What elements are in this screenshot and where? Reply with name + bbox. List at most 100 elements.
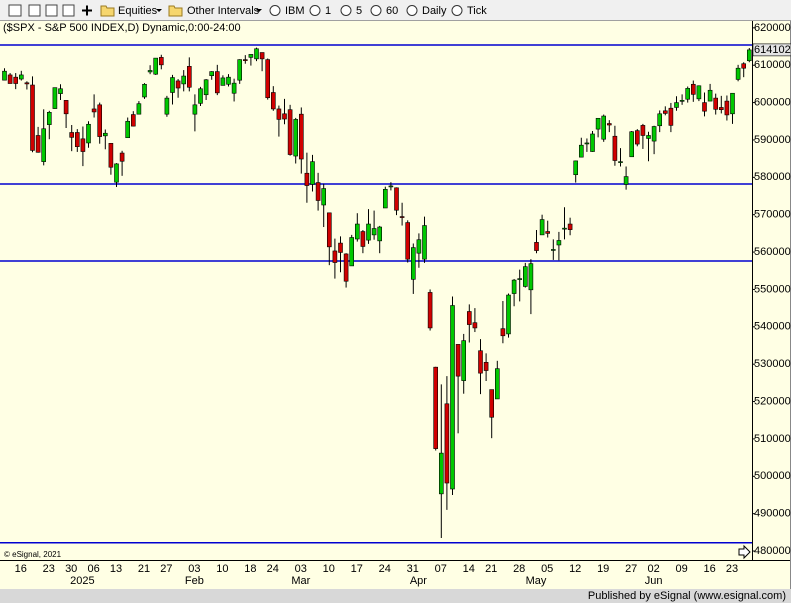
candle-body <box>52 87 58 109</box>
candle-body <box>388 185 394 188</box>
candle-body <box>623 176 629 185</box>
toolbar-icon[interactable] <box>8 4 22 17</box>
x-tick-label: 24 <box>379 563 391 575</box>
toolbar-item[interactable]: 1 <box>325 5 331 17</box>
x-tick-label: 27 <box>160 563 172 575</box>
candle-body <box>556 240 562 246</box>
candle-body <box>170 77 175 93</box>
candle-body <box>237 59 242 81</box>
y-tick-label: 570000 <box>754 209 791 221</box>
candle-body <box>41 128 47 162</box>
candle-body <box>35 135 41 153</box>
candle-body <box>612 135 618 161</box>
candle-body <box>321 188 327 206</box>
toolbar-item[interactable]: Tick <box>467 5 487 17</box>
candle-body <box>405 222 411 260</box>
scroll-icon[interactable] <box>738 544 751 560</box>
toolbar: Equities Other Intervals IBM 1 5 60 Dail… <box>0 0 791 21</box>
last-price-label: 614102 <box>754 44 791 56</box>
x-tick-label: 12 <box>569 563 581 575</box>
x-group-label: Mar <box>291 575 310 587</box>
candle-body <box>338 242 343 253</box>
dropdown-arrow[interactable] <box>156 9 162 12</box>
candle-body <box>63 100 69 115</box>
candle-body <box>298 113 304 160</box>
interval-icon[interactable] <box>451 5 463 16</box>
candle-body <box>472 322 478 329</box>
interval-icon[interactable] <box>406 5 418 16</box>
x-tick-label: 18 <box>244 563 256 575</box>
candle-body <box>30 84 35 151</box>
x-tick-label: 14 <box>463 563 475 575</box>
candle-body <box>164 97 170 115</box>
y-tick-label: 580000 <box>754 171 791 183</box>
toolbar-item[interactable]: IBM <box>285 5 305 17</box>
candle-body <box>394 187 399 211</box>
candle-body <box>147 70 153 73</box>
interval-icon[interactable] <box>340 5 352 16</box>
folder-icon[interactable] <box>168 5 183 17</box>
y-tick-label: 530000 <box>754 358 791 370</box>
candle-body <box>657 113 663 127</box>
candle-body <box>136 103 142 115</box>
candle-body <box>293 119 299 157</box>
candle-body <box>366 223 371 241</box>
y-axis-background <box>752 21 791 589</box>
candle-body <box>349 237 355 267</box>
toolbar-icon[interactable] <box>62 4 75 17</box>
toolbar-item[interactable]: 5 <box>356 5 362 17</box>
interval-icon[interactable] <box>309 5 321 16</box>
candle-body <box>125 120 130 139</box>
candle-body <box>483 362 489 371</box>
candle-body <box>461 340 467 381</box>
toolbar-item[interactable]: Other Intervals <box>187 5 260 17</box>
candle-body <box>646 135 651 139</box>
candle-body <box>175 80 181 89</box>
y-tick-label: 560000 <box>754 246 791 258</box>
candle-body <box>562 227 567 230</box>
x-tick-label: 17 <box>351 563 363 575</box>
candle-body <box>259 52 265 60</box>
dropdown-arrow[interactable] <box>256 9 262 12</box>
folder-icon[interactable] <box>100 5 115 17</box>
candle-body <box>618 161 623 163</box>
candle-body <box>679 100 685 102</box>
candle-body <box>601 115 607 140</box>
candle-body <box>662 110 668 114</box>
candle-body <box>108 143 114 168</box>
toolbar-item[interactable]: Equities <box>118 5 158 17</box>
candle-body <box>578 144 584 158</box>
x-tick-label: 30 <box>65 563 77 575</box>
plot-background <box>0 21 752 560</box>
chart-title: ($SPX - S&P 500 INDEX,D) Dynamic,0:00-24… <box>3 22 241 34</box>
toolbar-add-icon[interactable] <box>82 5 92 16</box>
interval-icon[interactable] <box>370 5 382 16</box>
candle-body <box>153 57 158 75</box>
x-tick-label: 16 <box>703 563 715 575</box>
candle-body <box>382 188 388 209</box>
candle-body <box>220 77 226 86</box>
candle-body <box>746 49 752 62</box>
toolbar-item[interactable]: 60 <box>386 5 398 17</box>
x-tick-label: 03 <box>295 563 307 575</box>
candle-body <box>46 112 52 125</box>
y-tick-label: 500000 <box>754 470 791 482</box>
candle-body <box>517 278 523 280</box>
candle-body <box>724 100 730 116</box>
candle-body <box>254 48 259 60</box>
candle-body <box>668 107 674 126</box>
candle-body <box>192 104 198 115</box>
candle-body <box>103 132 108 137</box>
candle-body <box>500 328 506 337</box>
symbol-icon[interactable] <box>269 5 281 16</box>
toolbar-icon[interactable] <box>45 4 58 17</box>
y-tick-label: 610000 <box>754 59 791 71</box>
candle-body <box>735 67 741 80</box>
toolbar-item[interactable]: Daily <box>422 5 447 17</box>
x-tick-label: 27 <box>625 563 637 575</box>
toolbar-icon[interactable] <box>28 4 41 17</box>
candle-body <box>416 239 422 254</box>
candle-body <box>58 88 63 94</box>
candle-body <box>438 452 444 495</box>
candle-body <box>97 104 102 137</box>
